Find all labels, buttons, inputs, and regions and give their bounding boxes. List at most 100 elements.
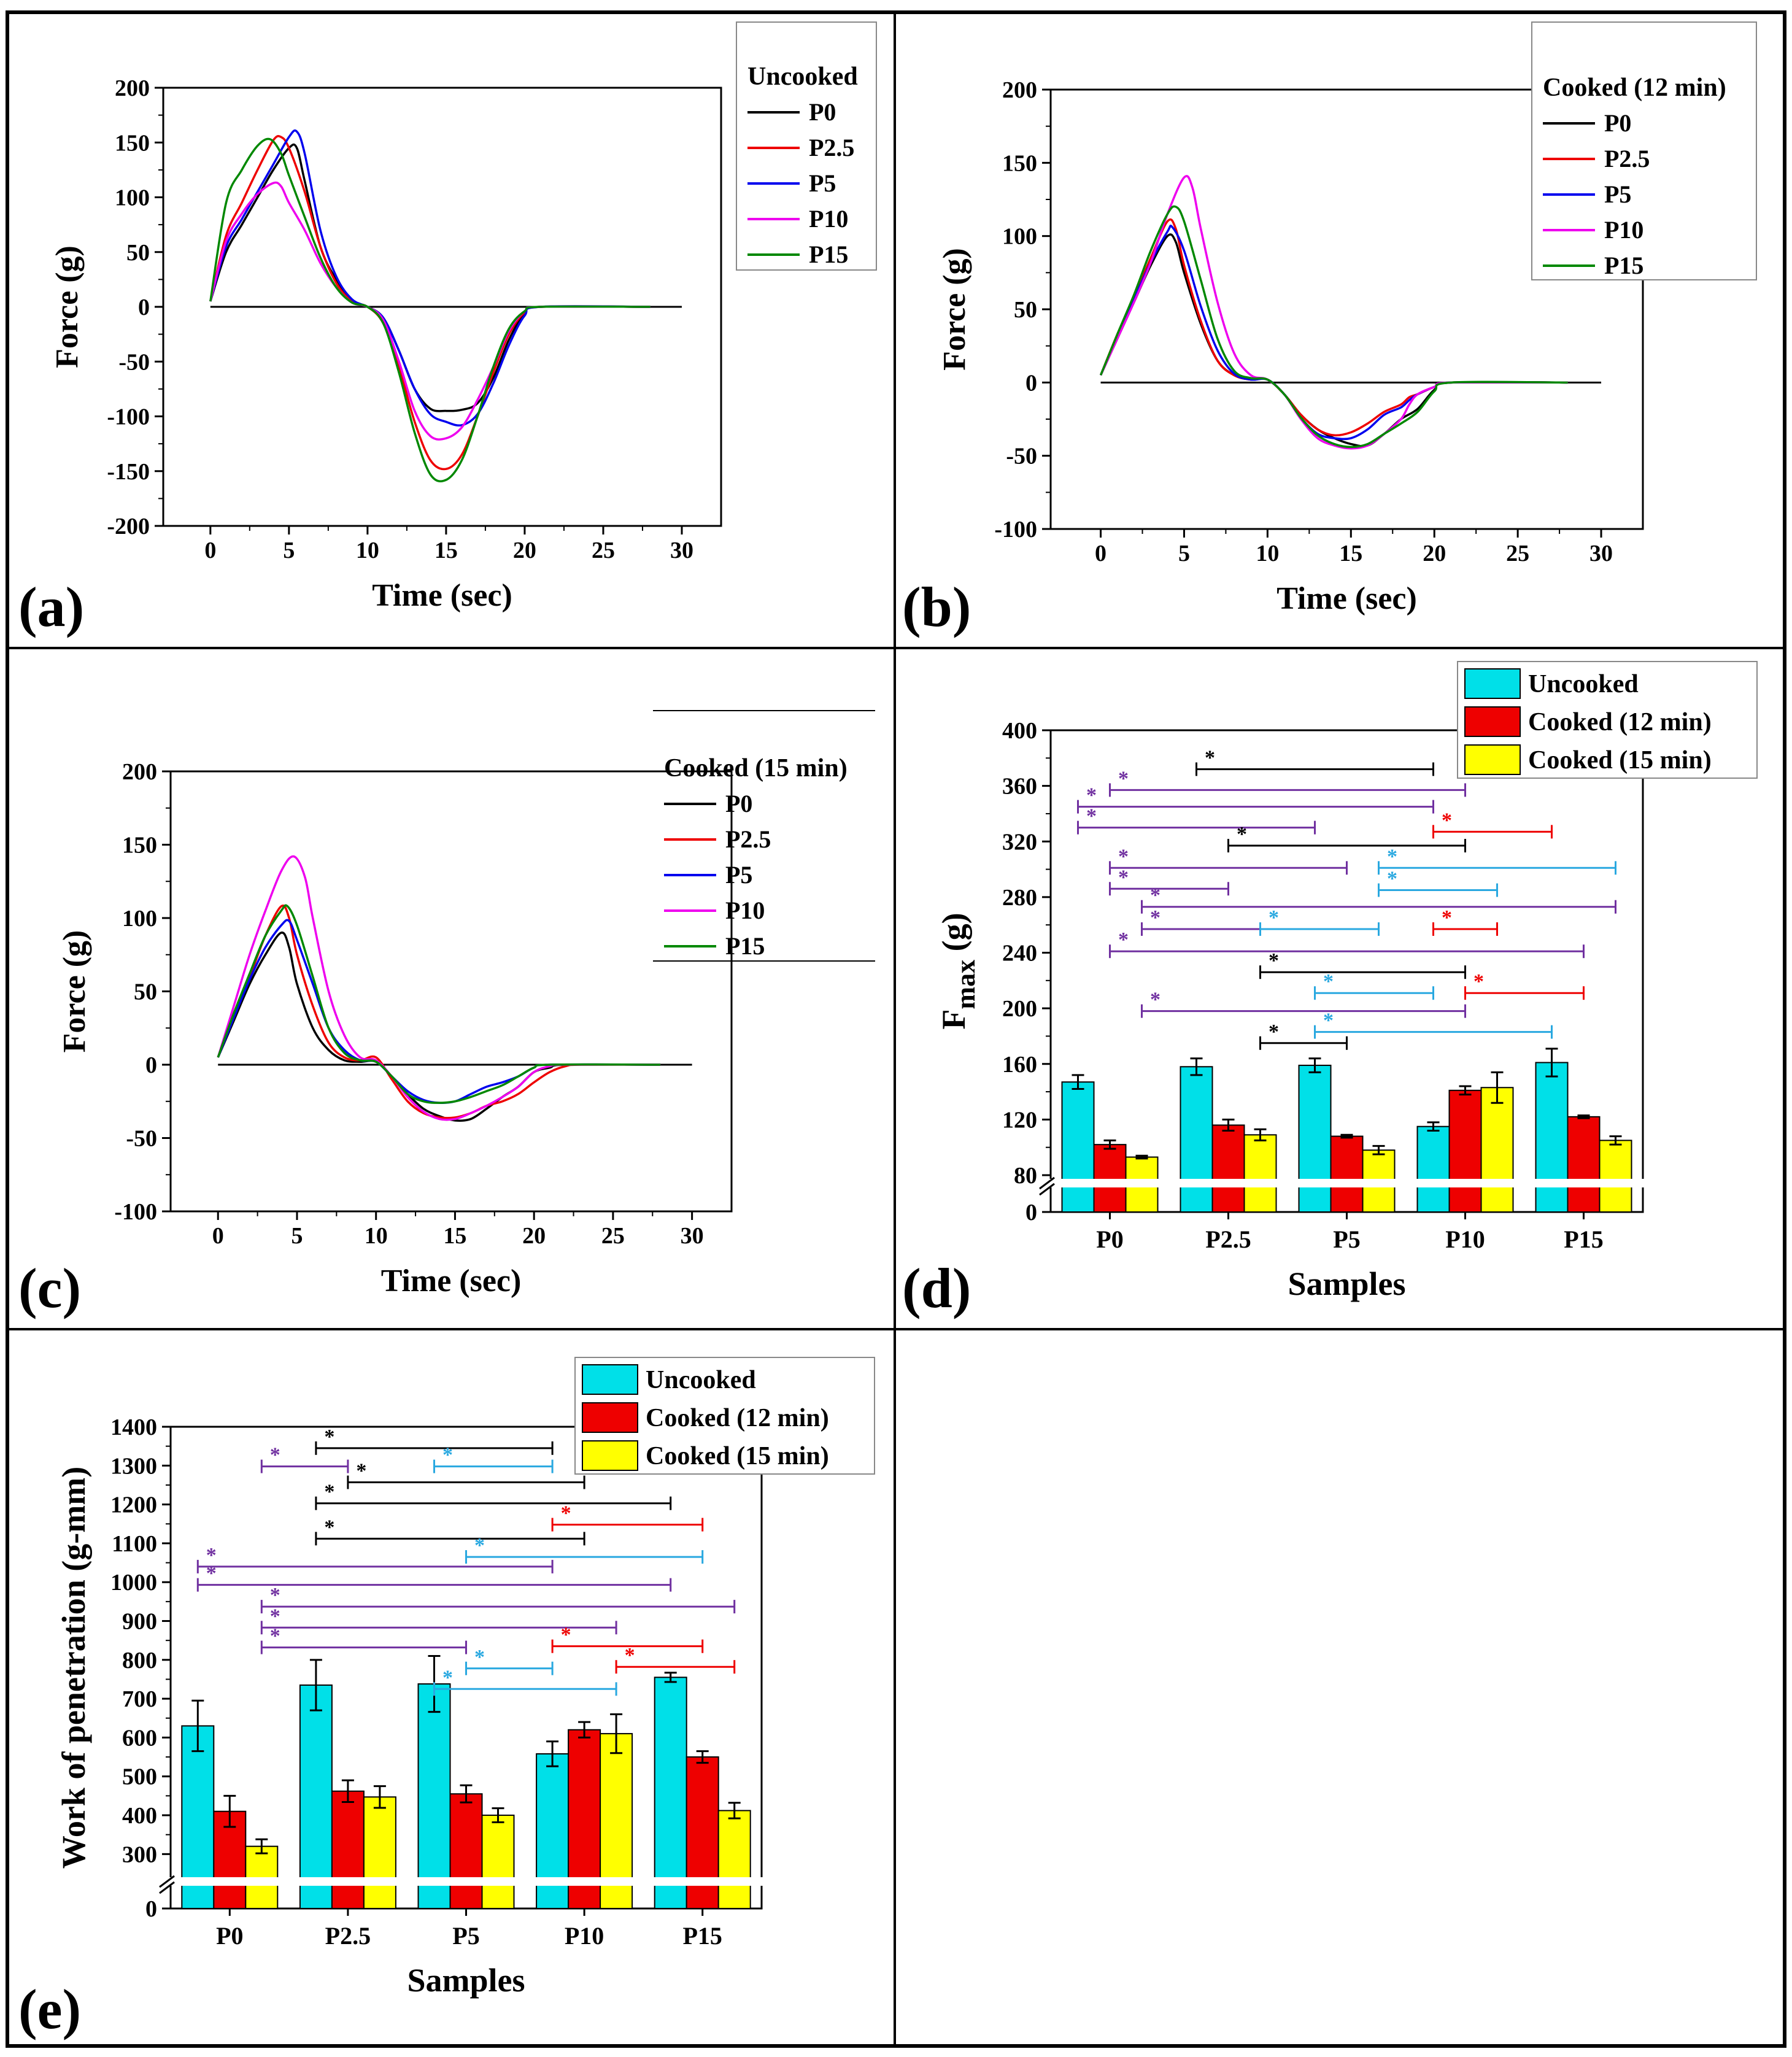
x-tick-label: 25 [592,538,615,563]
significance-star: * [1205,746,1215,769]
legend-entry: Uncooked [1528,670,1639,698]
y-tick-label: 240 [1002,941,1037,967]
y-tick-label: -50 [126,1126,157,1152]
bar-Uncooked-P2.5 [299,1684,333,1909]
legend-entry: P2.5 [1604,145,1650,172]
y-tick-label: 1000 [110,1570,157,1596]
x-tick-label: 0 [1095,541,1106,566]
significance-star: * [1118,767,1129,790]
y-axis-title-main: Work of penetration (g-mm) [55,1467,92,1869]
x-tick-label: 15 [1339,541,1362,566]
significance-star: * [324,1516,334,1538]
y-tick-label: 600 [122,1725,157,1751]
series-line-P10 [1099,175,1568,450]
panel-a: 0 5 10 15 20 25 30 200 150 100 50 0 -50 -100 -150 -200 T… [18,21,877,638]
bar-Uncooked-P15 [654,1677,687,1909]
legend-entry: Cooked (12 min) [1528,708,1712,736]
y-tick-label: 200 [115,75,150,101]
significance-star: * [1269,949,1279,972]
y-tick-label: 80 [1014,1163,1037,1189]
x-tick-label: P2.5 [325,1922,371,1950]
plot-frame [169,770,733,1213]
legend-swatch [1464,668,1521,699]
series-line-P0 [217,932,661,1122]
legend: Cooked (15 min) P0 P2.5 P5 P10 P15 [653,710,875,962]
legend-box [736,21,877,271]
series-line-P5 [217,919,661,1105]
significance-star: * [270,1584,280,1607]
x-tick-label: 0 [212,1223,224,1249]
y-tick-label-zero: 0 [1025,1200,1037,1225]
legend-swatch [1464,744,1521,775]
legend-title: Cooked (12 min) [1543,74,1726,102]
y-tick-label: 300 [122,1842,157,1867]
significance-star: * [1237,823,1247,846]
legend-entry: Cooked (12 min) [646,1404,829,1432]
axis-break-mark [1039,1176,1055,1190]
y-axis-title: Fmax (g) [935,913,981,1029]
y-tick-label: 200 [122,759,157,785]
y-tick-label: 1100 [112,1531,157,1557]
bar-Cooked (12 min)-P15 [1567,1116,1601,1213]
y-axis-title: Work of penetration (g-mm) [55,1467,92,1869]
x-tick-label: P15 [682,1922,722,1950]
series-line-P10 [209,181,651,441]
x-axis-title: Time (sec) [372,578,512,613]
legend-entry: P2.5 [725,825,771,853]
significance-star: * [270,1625,280,1648]
legend-entry: P2.5 [809,134,854,161]
x-tick-label: P0 [1096,1225,1123,1253]
series-line-P10 [217,855,661,1121]
legend-swatch [582,1402,638,1433]
series-line-P15 [1099,205,1568,449]
bar-Cooked (15 min)-P5 [481,1815,515,1909]
x-tick-label: P10 [565,1922,604,1950]
panel-b: 0 5 10 15 20 25 30 200 150 100 50 0 -50 -100 Time (sec… [902,21,1757,638]
series-line-P5 [209,129,651,427]
y-tick-label: 50 [134,979,157,1005]
x-tick-label: 0 [204,538,216,563]
legend-swatch [582,1440,638,1471]
series-line-P15 [209,137,651,483]
series-line-P0 [1099,233,1568,447]
y-tick-label: 500 [122,1764,157,1790]
y-tick-label: 160 [1002,1052,1037,1078]
bar-Cooked (12 min)-P2.5 [331,1790,365,1909]
significance-star: * [324,1481,334,1503]
significance-star: * [442,1444,453,1467]
legend: Uncooked Cooked (12 min) Cooked (15 min) [1457,661,1758,779]
y-tick-label: 1300 [110,1453,157,1479]
x-tick-label: 20 [1423,541,1446,566]
legend: Uncooked P0 P2.5 P5 P10 P15 [736,21,877,271]
x-tick-label: 20 [513,538,536,563]
significance-star: * [1150,989,1161,1011]
axis-break-mark [159,1875,175,1888]
bar-Cooked (12 min)-P5 [1330,1135,1364,1213]
series-line-P5 [1099,225,1568,441]
legend-entry: P5 [809,169,836,197]
significance-star: * [1269,906,1279,929]
bar-Cooked (15 min)-P15 [717,1810,751,1910]
y-tick-label: 320 [1002,829,1037,855]
y-tick-label: 800 [122,1648,157,1673]
x-tick-label: P15 [1564,1225,1603,1253]
significance-star: * [1387,845,1397,868]
y-tick-label: 150 [1002,150,1037,176]
x-tick-label: 15 [443,1223,466,1249]
legend: Uncooked Cooked (12 min) Cooked (15 min) [574,1357,875,1475]
bar-Uncooked-P2.5 [1180,1066,1213,1213]
bar-Cooked (12 min)-P0 [1093,1144,1127,1213]
legend-entry: P5 [725,861,752,889]
bar-Cooked (15 min)-P15 [1599,1140,1632,1213]
panel-letter: (b) [902,576,971,638]
bar-Cooked (15 min)-P2.5 [1243,1134,1277,1213]
x-tick-label: 5 [1178,541,1190,566]
legend-entry: P15 [1604,252,1643,279]
significance-star: * [561,1502,571,1525]
legend-swatch [1464,706,1521,737]
x-axis-title: Time (sec) [1276,581,1417,616]
x-tick-label: P5 [452,1922,479,1950]
significance-star: * [1323,970,1334,993]
y-tick-label-zero: 0 [145,1896,157,1922]
